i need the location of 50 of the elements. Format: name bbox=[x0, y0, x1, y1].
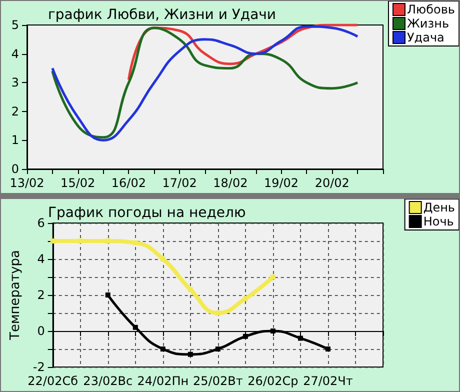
y-tick-label: 2 bbox=[11, 104, 19, 118]
legend-label: Любовь bbox=[406, 2, 456, 16]
point bbox=[160, 256, 166, 262]
x-tick-label: 23/02Вс bbox=[83, 374, 133, 388]
legend-label: Удача bbox=[406, 30, 444, 44]
point bbox=[270, 328, 276, 334]
y-tick-label: 1 bbox=[11, 133, 19, 148]
point bbox=[188, 287, 193, 292]
y-axis-title: Температура bbox=[8, 250, 23, 341]
point bbox=[50, 238, 56, 244]
point bbox=[215, 346, 220, 352]
x-tick-label: 20/02 bbox=[314, 176, 350, 190]
point bbox=[160, 346, 166, 352]
point bbox=[105, 292, 110, 298]
x-tick-label: 18/02 bbox=[213, 176, 248, 190]
x-tick-label: 13/02 bbox=[10, 176, 44, 190]
x-tick-label: 15/02 bbox=[60, 176, 96, 190]
y-tick-label: -2 bbox=[32, 360, 45, 374]
y-tick-label: 0 bbox=[11, 162, 19, 176]
point bbox=[242, 296, 248, 302]
point bbox=[242, 334, 248, 339]
x-tick-label: 24/02Пн bbox=[137, 374, 189, 388]
point bbox=[105, 238, 110, 244]
y-tick-label: 2 bbox=[37, 288, 45, 302]
y-tick-label: 3 bbox=[11, 76, 19, 90]
chart-title: график Любви, Жизни и Удачи bbox=[48, 7, 276, 23]
legend-label: День bbox=[423, 200, 456, 214]
y-tick-label: 4 bbox=[37, 252, 45, 266]
x-tick-label: 26/02Ср bbox=[248, 374, 298, 388]
point bbox=[132, 324, 138, 330]
point bbox=[215, 310, 220, 316]
x-tick-label: 16/02 bbox=[111, 176, 146, 190]
x-tick-label: 25/02Вт bbox=[193, 374, 243, 388]
y-tick-label: 5 bbox=[11, 18, 19, 32]
x-tick-label: 19/02 bbox=[264, 176, 299, 190]
point bbox=[270, 274, 276, 280]
x-tick-label: 27/02Чт bbox=[303, 374, 353, 388]
x-tick-label: 22/02Сб bbox=[28, 374, 78, 388]
legend-label: Ночь bbox=[423, 214, 454, 228]
point bbox=[78, 238, 83, 244]
chart-title: График погоды на неделю bbox=[48, 205, 246, 221]
x-tick-label: 17/02 bbox=[162, 176, 197, 190]
y-tick-label: 0 bbox=[37, 324, 45, 338]
y-tick-label: 6 bbox=[37, 216, 45, 230]
point bbox=[132, 240, 138, 246]
y-tick-label: 4 bbox=[11, 46, 19, 61]
point bbox=[188, 352, 193, 357]
point bbox=[298, 336, 303, 341]
legend-label: Жизнь bbox=[406, 16, 450, 30]
point bbox=[325, 346, 330, 352]
